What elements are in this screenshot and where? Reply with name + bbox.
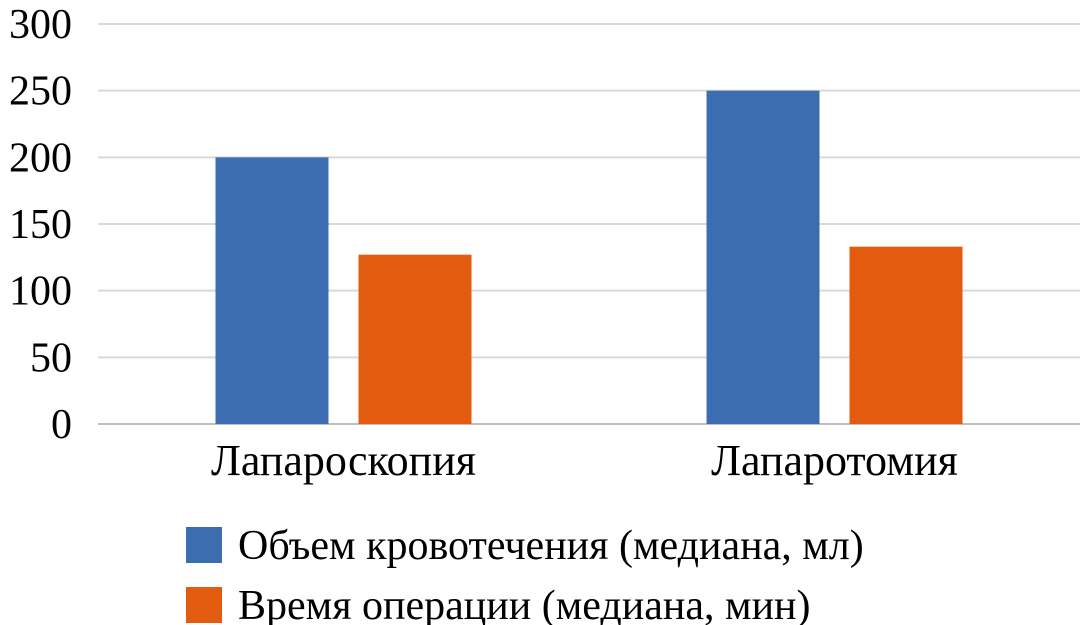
legend-label: Время операции (медиана, мин) [238,583,811,625]
x-axis: Лапароскопия Лапаротомия [211,436,958,485]
x-category-label: Лапаротомия [711,436,958,485]
legend: Объем кровотечения (медиана, мл) Время оп… [186,523,864,625]
bar-series-0-cat-1 [706,90,820,425]
bar-series-0-cat-0 [215,157,329,425]
bar-series-1-cat-1 [849,246,963,424]
x-category-label: Лапароскопия [211,436,476,485]
bar-series-1-cat-0 [358,254,472,424]
y-axis: 0 50 100 150 200 250 300 [9,2,72,448]
y-tick-label: 200 [9,135,72,181]
bars [215,90,963,425]
legend-label: Объем кровотечения (медиана, мл) [238,523,864,569]
y-tick-label: 50 [30,335,72,381]
legend-swatch [186,527,222,563]
y-tick-label: 250 [9,69,72,115]
legend-swatch [186,587,222,623]
y-tick-label: 150 [9,202,72,248]
y-tick-label: 300 [9,2,72,48]
y-tick-label: 0 [51,402,72,448]
y-tick-label: 100 [9,269,72,315]
